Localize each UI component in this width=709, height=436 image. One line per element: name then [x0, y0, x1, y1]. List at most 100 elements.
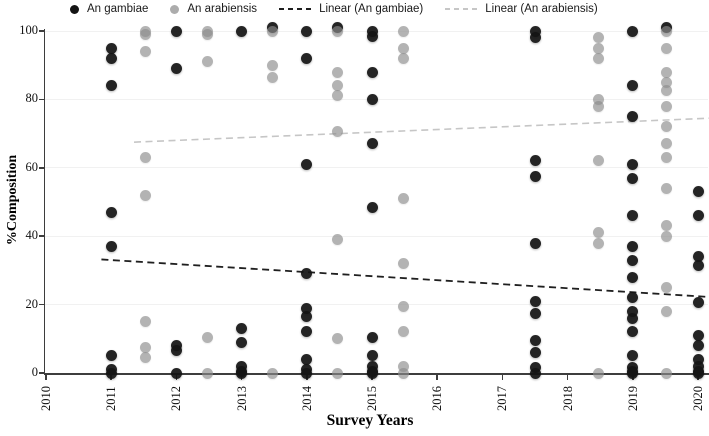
data-point-an-gambiae: [627, 367, 639, 379]
data-point-an-gambiae: [627, 254, 639, 266]
data-point-an-gambiae: [301, 367, 313, 379]
data-point-an-arabiensis: [660, 282, 672, 293]
data-point-an-gambiae: [366, 201, 378, 213]
data-point-an-gambiae: [301, 52, 313, 64]
x-axis-title: Survey Years: [326, 412, 414, 429]
data-point-an-arabiensis: [397, 42, 409, 54]
y-tick-label: 0: [31, 365, 38, 379]
data-point-an-arabiensis: [660, 230, 672, 242]
data-point-an-arabiensis: [660, 121, 672, 133]
data-point-an-arabiensis: [592, 367, 604, 379]
data-point-an-gambiae: [692, 367, 704, 379]
data-point-an-gambiae: [529, 155, 541, 167]
data-point-an-gambiae: [366, 367, 378, 379]
data-point-an-arabiensis: [660, 85, 672, 97]
y-tick-mark: [39, 303, 44, 306]
data-point-an-gambiae: [692, 186, 704, 198]
data-point-an-arabiensis: [592, 42, 604, 54]
data-point-an-arabiensis: [331, 66, 343, 78]
data-point-an-arabiensis: [660, 367, 672, 379]
data-point-an-gambiae: [529, 32, 541, 44]
data-point-an-arabiensis: [331, 333, 343, 345]
y-tick-label: 40: [25, 228, 39, 243]
data-point-an-gambiae: [529, 295, 541, 307]
data-point-an-arabiensis: [397, 25, 409, 37]
data-point-an-arabiensis: [331, 126, 343, 138]
data-point-an-gambiae: [692, 340, 704, 352]
data-point-an-arabiensis: [660, 220, 672, 232]
data-point-an-gambiae: [627, 25, 639, 37]
data-point-an-gambiae: [366, 66, 378, 78]
data-point-an-arabiensis: [660, 100, 672, 112]
data-point-an-gambiae: [105, 80, 117, 92]
legend-label-an-arabiensis: An arabiensis: [187, 3, 258, 15]
data-point-an-gambiae: [366, 350, 378, 362]
y-gridline: [45, 167, 708, 169]
data-point-an-gambiae: [529, 367, 541, 379]
data-point-an-gambiae: [170, 345, 182, 357]
data-point-an-arabiensis: [266, 59, 278, 71]
data-point-an-gambiae: [301, 268, 313, 280]
data-point-an-gambiae: [627, 111, 639, 122]
data-point-an-arabiensis: [660, 25, 672, 37]
y-tick-label: 60: [25, 159, 39, 174]
data-point-an-gambiae: [692, 210, 704, 222]
y-tick-label: 100: [19, 23, 38, 37]
data-point-an-arabiensis: [139, 28, 151, 40]
data-point-an-arabiensis: [592, 52, 604, 64]
data-point-an-gambiae: [627, 172, 639, 184]
data-point-an-gambiae: [627, 312, 639, 324]
data-point-an-arabiensis: [592, 155, 604, 167]
data-point-an-gambiae: [105, 350, 117, 362]
x-tick-mark: [566, 374, 569, 380]
data-point-an-gambiae: [301, 302, 313, 314]
legend-label-an-gambiae: An gambiae: [87, 3, 149, 15]
data-point-an-gambiae: [529, 25, 541, 37]
linear-an-arabiensis-line-icon: [445, 7, 478, 11]
data-point-an-arabiensis: [592, 227, 604, 239]
data-point-an-gambiae: [529, 346, 541, 358]
data-point-an-arabiensis: [202, 28, 214, 40]
data-point-an-arabiensis: [397, 367, 409, 379]
x-tick-mark: [45, 374, 47, 380]
x-tick-mark: [436, 374, 438, 380]
data-point-an-gambiae: [105, 52, 117, 64]
y-gridline: [45, 304, 708, 306]
legend-item-linear-an-gambiae: Linear (An gambiae): [279, 3, 423, 15]
data-point-an-gambiae: [627, 210, 639, 222]
data-point-an-arabiensis: [202, 367, 214, 379]
data-point-an-arabiensis: [660, 66, 672, 78]
data-point-an-gambiae: [627, 326, 639, 338]
data-point-an-gambiae: [627, 158, 639, 170]
data-point-an-arabiensis: [660, 42, 672, 54]
data-point-an-arabiensis: [202, 56, 214, 68]
y-axis-line: [43, 29, 45, 375]
data-point-an-gambiae: [692, 329, 704, 341]
y-tick-mark: [39, 30, 44, 32]
data-point-an-arabiensis: [660, 305, 672, 317]
an-gambiae-marker-icon: [70, 4, 79, 14]
data-point-an-arabiensis: [202, 331, 214, 343]
data-point-an-arabiensis: [592, 32, 604, 44]
legend-label-linear-an-arabiensis: Linear (An arabiensis): [485, 3, 598, 15]
legend-label-linear-an-gambiae: Linear (An gambiae): [319, 3, 424, 15]
data-point-an-gambiae: [366, 93, 378, 105]
data-point-an-gambiae: [627, 350, 639, 362]
data-point-an-arabiensis: [660, 182, 672, 194]
data-point-an-arabiensis: [331, 234, 343, 246]
y-tick-mark: [39, 372, 44, 374]
data-point-an-gambiae: [236, 367, 248, 379]
legend-item-linear-an-arabiensis: Linear (An arabiensis): [445, 3, 598, 15]
data-point-an-gambiae: [170, 367, 182, 379]
data-point-an-arabiensis: [592, 93, 604, 105]
data-point-an-gambiae: [301, 25, 313, 37]
data-point-an-arabiensis: [139, 189, 151, 201]
data-point-an-arabiensis: [139, 316, 151, 328]
data-point-an-gambiae: [692, 251, 704, 263]
data-point-an-gambiae: [529, 237, 541, 249]
data-point-an-arabiensis: [397, 258, 409, 270]
an-arabiensis-marker-icon: [170, 4, 180, 14]
